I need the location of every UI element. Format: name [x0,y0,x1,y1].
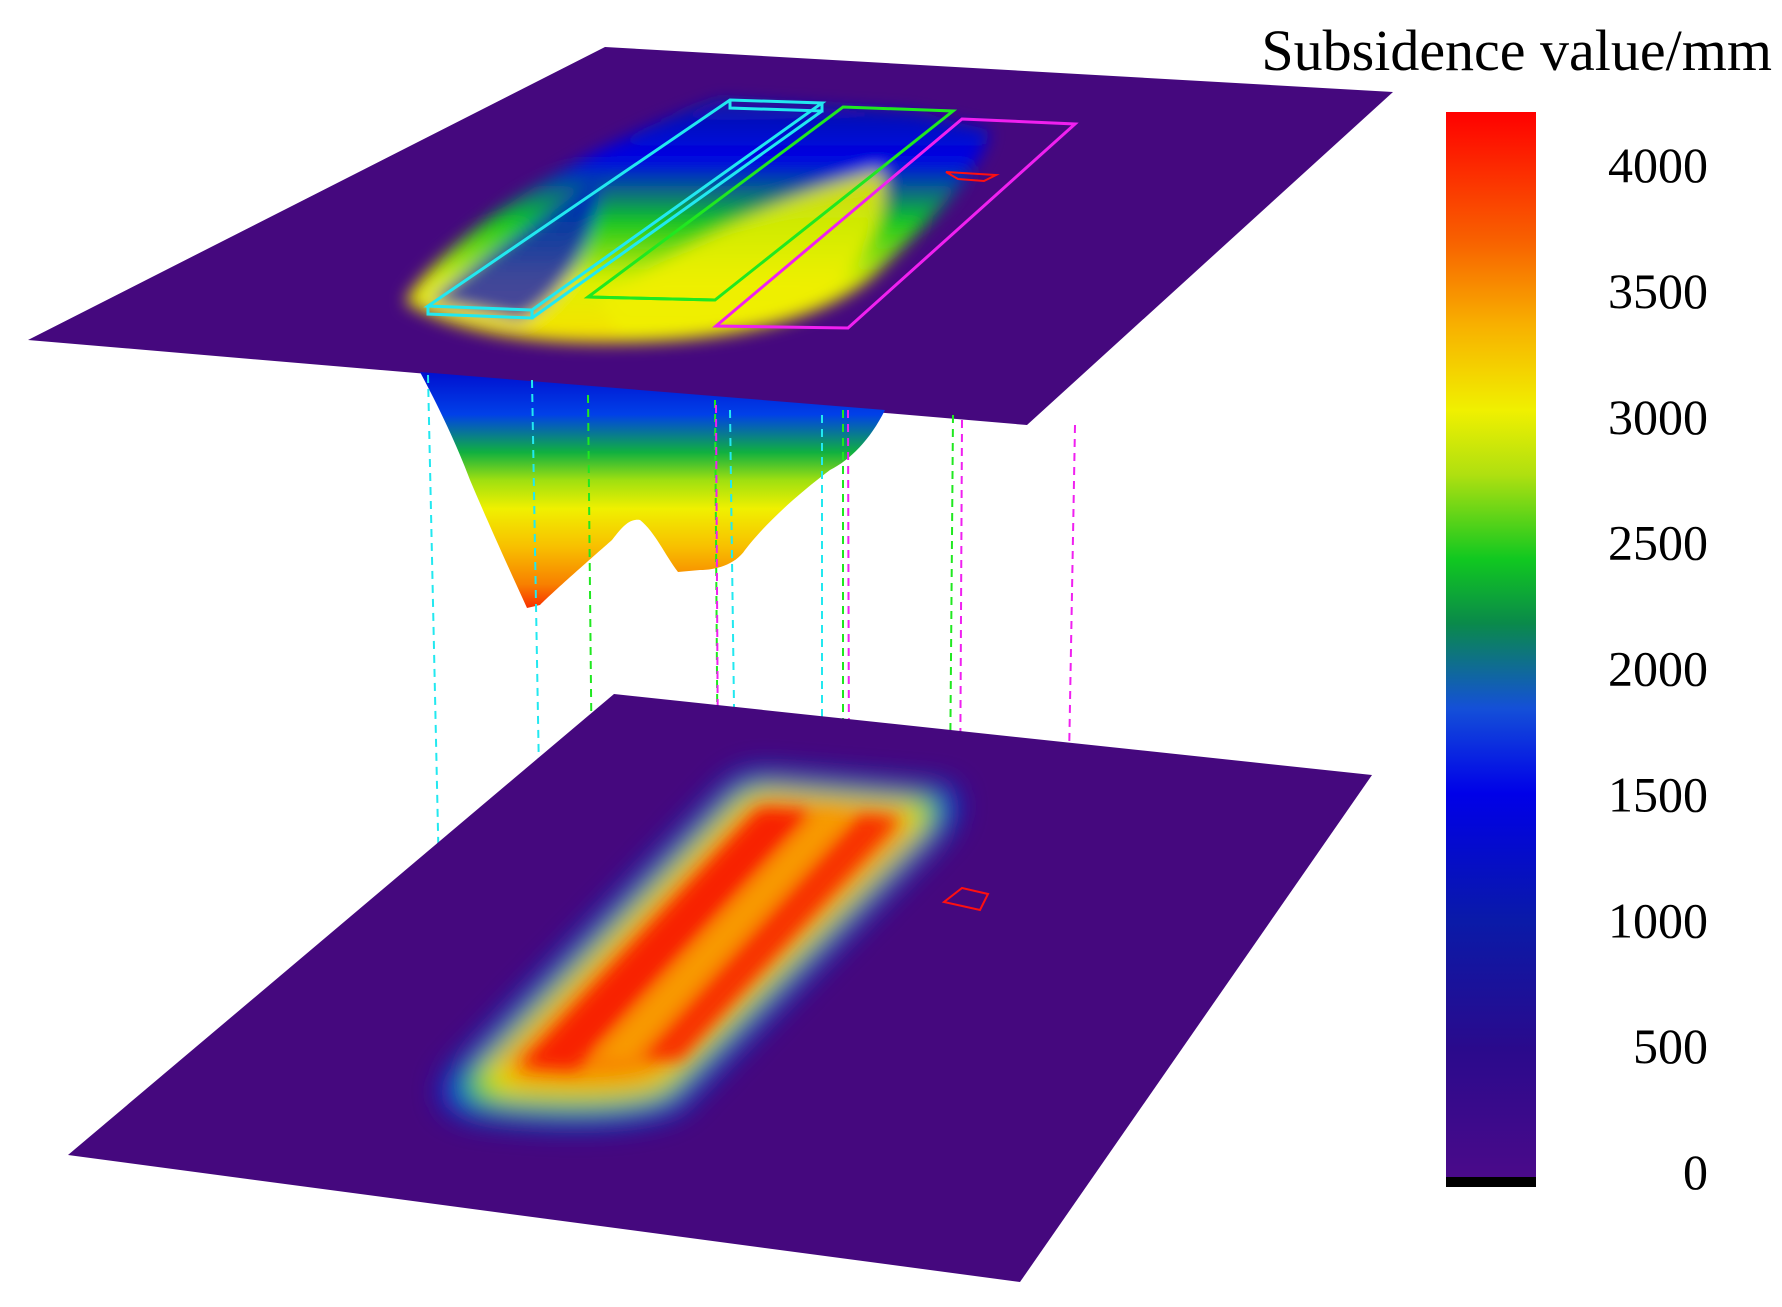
colorbar-tick-labels: 4000 3500 3000 2500 2000 1500 1000 500 0 [1608,137,1708,1200]
colorbar-tick-500: 500 [1633,1018,1708,1074]
bottom-peak-right [640,815,900,1060]
colorbar-tick-4000: 4000 [1608,137,1708,193]
colorbar-tick-3000: 3000 [1608,389,1708,445]
colorbar-tick-0: 0 [1683,1144,1708,1200]
green-panel-top [583,105,958,302]
bottom-surface-layer [68,694,1372,1282]
top-surface-layer [28,47,1393,608]
cyan-panel-top [423,98,827,320]
colorbar-tick-3500: 3500 [1608,263,1708,319]
colorbar-tick-1500: 1500 [1608,766,1708,822]
magenta-panel-top [711,117,1079,330]
colorbar-tick-1000: 1000 [1608,892,1708,948]
colorbar-gradient-bar [1446,112,1536,1177]
colorbar-tick-2000: 2000 [1608,641,1708,697]
red-marker-bottom [941,886,990,912]
bottom-peak-left [520,808,812,1070]
colorbar-zero-band [1446,1177,1536,1187]
red-marker-top [945,171,1000,183]
colorbar-tick-2500: 2500 [1608,515,1708,571]
colorbar: Subsidence value/mm 4000 3500 3000 2500 2000… [1261,18,1772,1200]
hanging-subsidence-profile [420,372,885,608]
colorbar-title: Subsidence value/mm [1261,18,1772,83]
